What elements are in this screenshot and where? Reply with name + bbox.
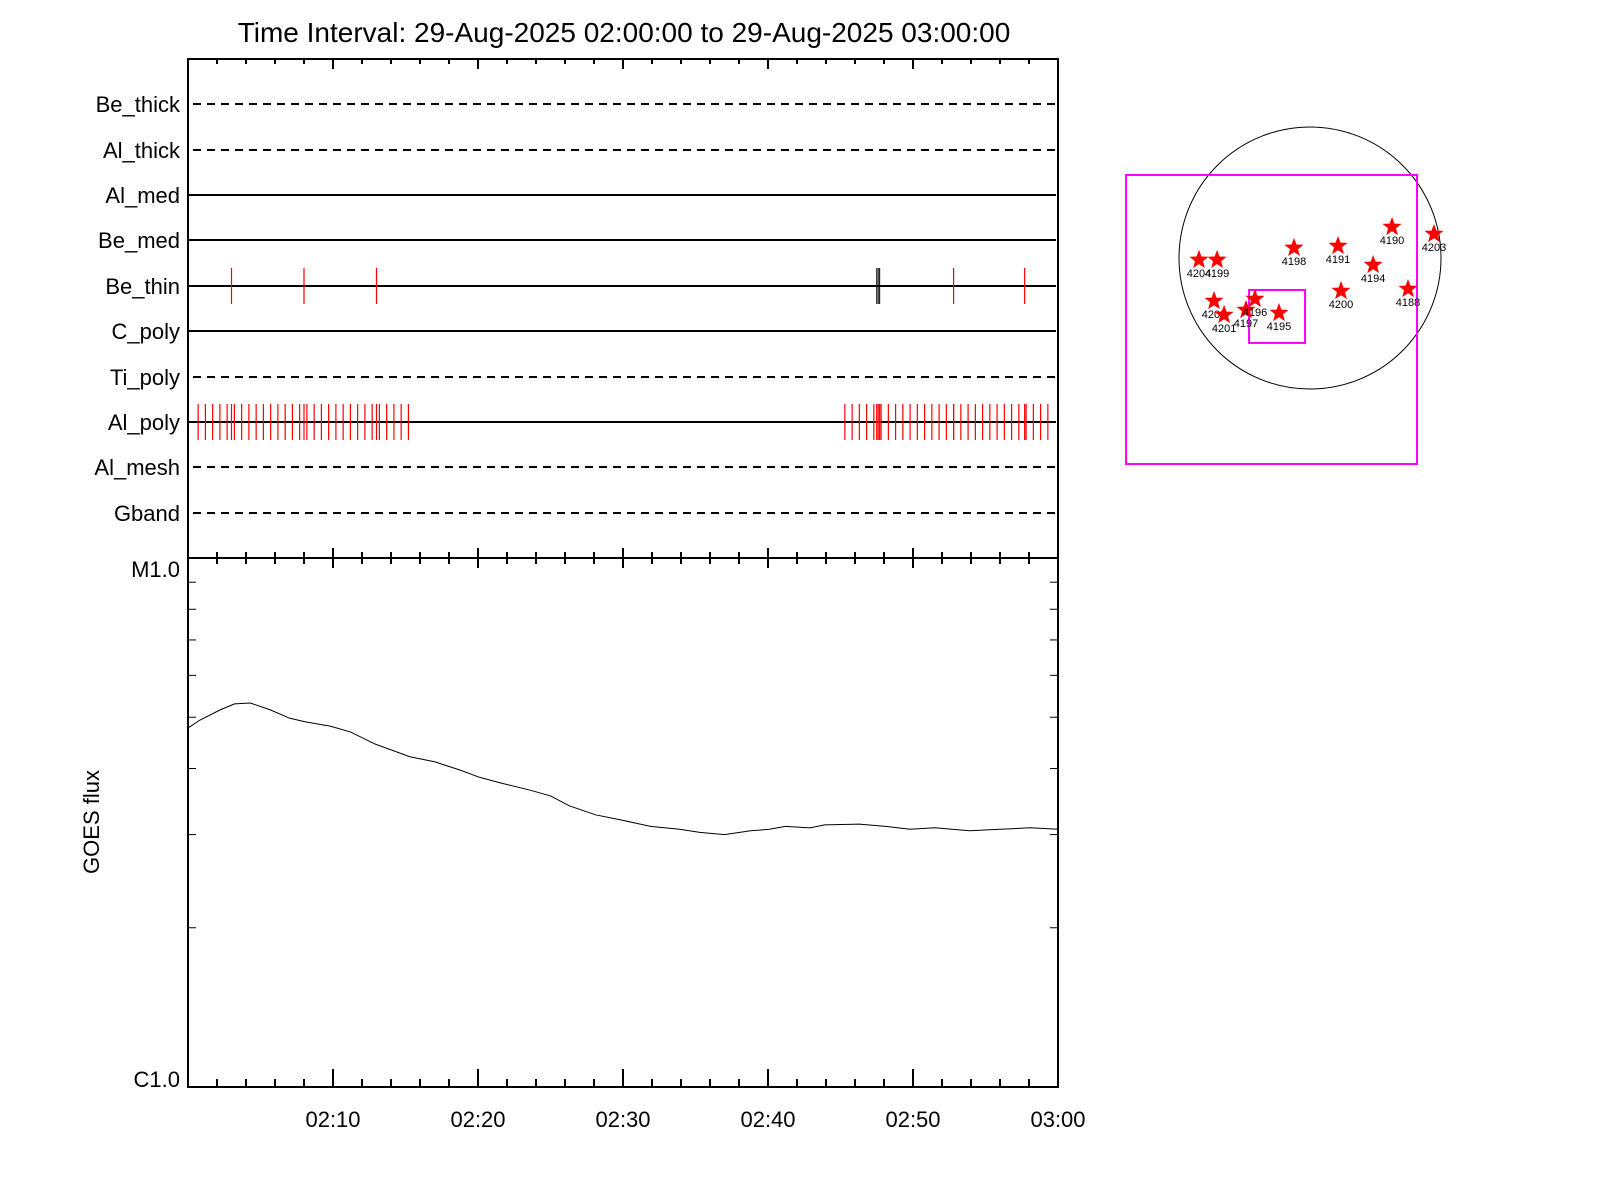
attenuator-panel: Be_thick Al_thick Al_med Be_med Be_thin C_pol…	[94, 58, 1059, 568]
region-label: 4196	[1243, 307, 1267, 319]
region-label: 4197	[1234, 318, 1258, 330]
channel-label-al_thick: Al_thick	[103, 138, 181, 163]
fov-box	[1125, 173, 1419, 466]
solar-limb	[1178, 126, 1442, 390]
region-star-icon	[1214, 305, 1234, 323]
channel-label-ti_poly: Ti_poly	[110, 365, 180, 390]
y-tick-label-bottom: C1.0	[134, 1067, 180, 1092]
y-tick-label-top: M1.0	[131, 557, 180, 582]
region-star-icon	[1398, 279, 1418, 298]
region-label: 4195	[1267, 321, 1291, 333]
x-tick-label: 02:10	[305, 1107, 360, 1132]
region-star-icon	[1245, 289, 1265, 307]
flare-box	[1248, 288, 1307, 344]
region-star-icon	[1269, 303, 1289, 322]
x-tick-label: 03:00	[1030, 1107, 1085, 1132]
goes-flux-panel: GOES flux M1.0 C1.0 02:10 02:20 02:30 02:40…	[79, 557, 1086, 1132]
region-label: 4204	[1187, 268, 1211, 280]
channel-label-be_thick: Be_thick	[96, 92, 181, 117]
region-star-icon	[1284, 237, 1304, 256]
channel-label-be_med: Be_med	[98, 228, 180, 253]
x-tick-label: 02:40	[740, 1107, 795, 1132]
x-tick-label: 02:20	[450, 1107, 505, 1132]
region-label: 4194	[1361, 273, 1385, 285]
region-star-icon	[1236, 300, 1256, 319]
region-label: 4188	[1396, 297, 1420, 309]
goes-frame	[187, 557, 1059, 1088]
region-star-icon	[1207, 249, 1227, 268]
region-star-icon	[1204, 291, 1224, 310]
x-tick-label: 02:50	[885, 1107, 940, 1132]
chart-title: Time Interval: 29-Aug-2025 02:00:00 to 2…	[238, 17, 1011, 48]
region-label: 4200	[1329, 299, 1353, 311]
channel-label-al_poly: Al_poly	[108, 410, 180, 435]
region-star-icon	[1331, 281, 1351, 299]
channel-label-c_poly: C_poly	[112, 319, 180, 344]
channel-label-al_med: Al_med	[105, 183, 180, 208]
goes-flux-line	[187, 702, 1059, 836]
region-star-icon	[1189, 249, 1209, 268]
region-label: 4198	[1282, 256, 1306, 268]
region-label: 4191	[1326, 254, 1350, 266]
region-label: 4203	[1422, 242, 1446, 254]
channel-label-be_thin: Be_thin	[105, 274, 180, 299]
region-star-icon	[1328, 236, 1348, 255]
x-tick-label: 02:30	[595, 1107, 650, 1132]
region-label: 4190	[1380, 235, 1404, 247]
region-label: 4199	[1205, 268, 1229, 280]
region-star-icon	[1424, 224, 1444, 243]
region-star-icon	[1382, 217, 1402, 236]
y-axis-label: GOES flux	[79, 770, 104, 874]
panel-frame	[187, 58, 1059, 559]
region-label: 4201	[1212, 323, 1236, 335]
channel-label-gband: Gband	[114, 501, 180, 526]
channel-label-al_mesh: Al_mesh	[94, 455, 180, 480]
region-star-icon	[1363, 255, 1383, 274]
